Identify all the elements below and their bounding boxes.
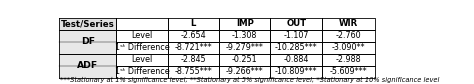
- Bar: [168, 54, 219, 66]
- Text: 1ˢᵗ Difference: 1ˢᵗ Difference: [115, 43, 169, 52]
- Text: WIR: WIR: [339, 19, 358, 28]
- Bar: [59, 54, 116, 78]
- Text: -9.266***: -9.266***: [226, 67, 264, 76]
- Text: Test/Series: Test/Series: [61, 19, 115, 28]
- Text: Level: Level: [131, 31, 153, 40]
- Bar: [219, 54, 271, 66]
- Text: -0.884: -0.884: [283, 55, 309, 64]
- Text: -2.845: -2.845: [181, 55, 206, 64]
- Bar: [219, 66, 271, 78]
- Bar: [116, 54, 168, 66]
- Bar: [322, 18, 375, 30]
- Bar: [59, 18, 116, 30]
- Bar: [116, 42, 168, 54]
- Bar: [271, 18, 322, 30]
- Text: -0.251: -0.251: [232, 55, 257, 64]
- Bar: [322, 42, 375, 54]
- Bar: [219, 18, 271, 30]
- Bar: [116, 66, 168, 78]
- Bar: [271, 66, 322, 78]
- Bar: [322, 66, 375, 78]
- Text: IMP: IMP: [236, 19, 254, 28]
- Text: -2.988: -2.988: [336, 55, 361, 64]
- Bar: [59, 30, 116, 54]
- Text: L: L: [191, 19, 196, 28]
- Text: -2.654: -2.654: [181, 31, 206, 40]
- Bar: [322, 30, 375, 42]
- Text: DF: DF: [81, 37, 95, 46]
- Bar: [168, 18, 219, 30]
- Bar: [271, 30, 322, 42]
- Bar: [116, 18, 168, 30]
- Bar: [168, 30, 219, 42]
- Text: -2.760: -2.760: [336, 31, 361, 40]
- Bar: [116, 30, 168, 42]
- Text: -1.107: -1.107: [283, 31, 309, 40]
- Bar: [322, 54, 375, 66]
- Text: OUT: OUT: [286, 19, 306, 28]
- Bar: [168, 42, 219, 54]
- Text: -10.285***: -10.285***: [275, 43, 318, 52]
- Text: 1ˢᵗ Difference: 1ˢᵗ Difference: [115, 67, 169, 76]
- Bar: [219, 42, 271, 54]
- Text: ***Stationary at 1% significance level; **Stationary at 5% significance level; *: ***Stationary at 1% significance level; …: [60, 77, 439, 83]
- Text: -1.308: -1.308: [232, 31, 257, 40]
- Text: -8.721***: -8.721***: [174, 43, 212, 52]
- Text: ADF: ADF: [77, 61, 98, 70]
- Text: Level: Level: [131, 55, 153, 64]
- Text: -9.279***: -9.279***: [226, 43, 264, 52]
- Text: -5.609***: -5.609***: [330, 67, 367, 76]
- Text: -3.090**: -3.090**: [332, 43, 365, 52]
- Bar: [168, 66, 219, 78]
- Bar: [219, 30, 271, 42]
- Bar: [271, 54, 322, 66]
- Text: -10.809***: -10.809***: [275, 67, 318, 76]
- Bar: [271, 42, 322, 54]
- Text: -8.755***: -8.755***: [174, 67, 212, 76]
